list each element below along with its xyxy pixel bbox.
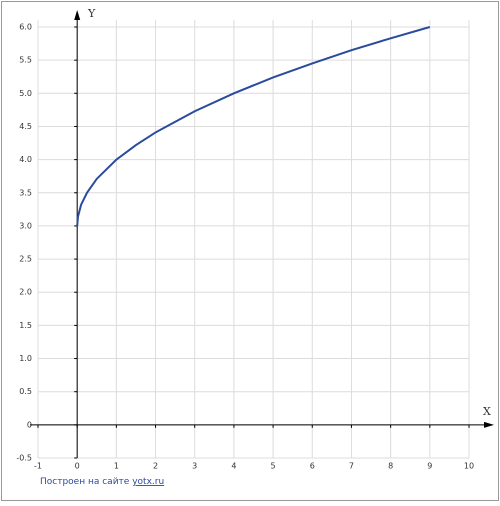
y-tick-label: 3.0 [19,221,32,230]
x-tick-label: 5 [271,462,276,471]
x-tick-label: 9 [427,462,432,471]
y-tick-label: 0 [27,420,32,429]
y-tick-label: 5.5 [19,56,32,65]
x-tick-label: 10 [464,462,474,471]
x-tick-label: 4 [231,462,236,471]
x-tick-label: 2 [153,462,158,471]
y-tick-label: 4.5 [19,122,32,131]
y-tick-label: 3.5 [19,188,32,197]
y-tick-label: 2.0 [19,288,32,297]
x-axis-label: X [483,405,491,418]
plot: -1 0 1 2 3 4 5 6 7 8 9 10 -0.5 0 0.5 1.0 1.5 2.0 2.5 3.0 3.5… [16,10,494,471]
y-tick-label: 1.0 [19,354,32,363]
y-tick-label: 1.5 [19,321,32,330]
y-tick-label: 5.0 [19,89,32,98]
y-axis-arrow [74,10,81,20]
x-tick-label: 8 [388,462,393,471]
x-tick-label: 0 [75,462,80,471]
y-tick-label: 6.0 [19,23,32,32]
footer: Построен на сайте yotx.ru [40,477,164,487]
line [76,26,431,227]
x-tick-label: 3 [192,462,197,471]
y-tick-label: 4.0 [19,155,32,164]
x-tick-label: 6 [310,462,315,471]
x-tick-label: 1 [114,462,119,471]
y-tick-label: 2.5 [19,255,32,264]
x-axis-arrow [484,421,494,428]
y-axis-label: Y [87,7,96,20]
y-tick-label: -0.5 [16,454,32,463]
footer-link[interactable]: yotx.ru [132,477,164,487]
footer-text: Построен на сайте [40,477,130,487]
y-tick-label: 0.5 [19,387,32,396]
x-tick-label: -1 [34,462,42,471]
x-tick-label: 7 [349,462,354,471]
